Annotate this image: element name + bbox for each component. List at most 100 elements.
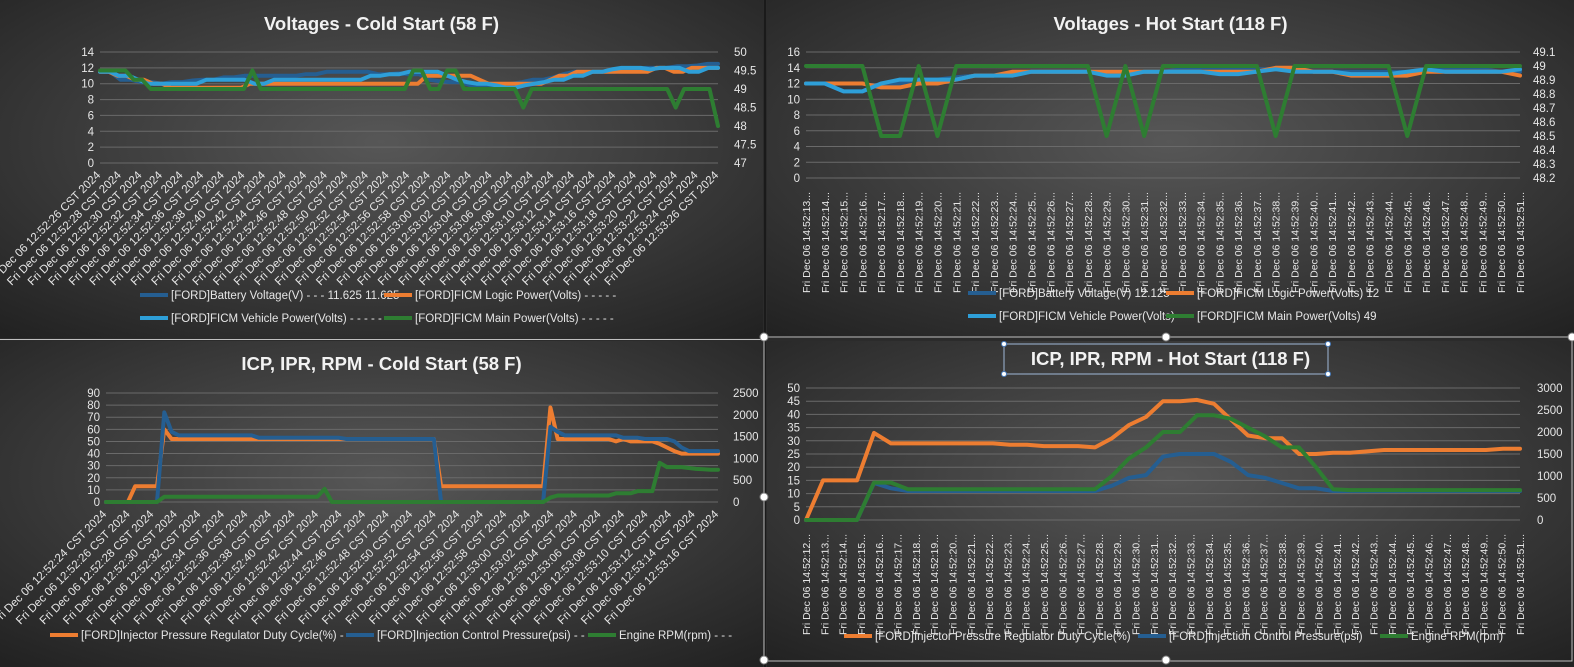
title-handle[interactable]	[1001, 371, 1007, 377]
y2-tick-label: 48	[734, 121, 747, 133]
x-tick-label: Fri Dec 06 14:52:44...	[1387, 534, 1399, 635]
x-tick-label: Fri Dec 06 14:52:17...	[893, 534, 905, 635]
x-tick-label: Fri Dec 06 14:52:25...	[1039, 534, 1051, 635]
series-line-1	[804, 397, 1522, 522]
x-tick-label: Fri Dec 06 14:52:38...	[1271, 192, 1283, 293]
legend-label: [FORD]Injector Pressure Regulator Duty C…	[81, 630, 358, 642]
legend-label: Engine RPM(rpm) - - -	[619, 630, 732, 642]
y2-tick-label: 500	[733, 475, 752, 487]
y2-tick-label: 0	[1537, 515, 1543, 527]
y-tick-label: 60	[87, 424, 100, 436]
x-tick-label: Fri Dec 06 14:52:47...	[1442, 534, 1454, 635]
y2-tick-label: 1000	[733, 453, 759, 465]
y-tick-label: 45	[787, 396, 800, 408]
x-tick-label: Fri Dec 06 14:52:39...	[1295, 534, 1307, 635]
y-tick-label: 14	[787, 63, 800, 75]
x-tick-label: Fri Dec 06 14:52:35...	[1222, 534, 1234, 635]
x-tick-label: Fri Dec 06 14:52:46...	[1423, 534, 1435, 635]
y-tick-label: 50	[87, 436, 100, 448]
y2-tick-label: 48.7	[1533, 103, 1555, 115]
y2-tick-label: 2000	[733, 410, 759, 422]
title-handle[interactable]	[1325, 341, 1331, 347]
legend-label: [FORD]Injection Control Pressure(psi)	[1169, 631, 1363, 643]
series-line-4	[804, 64, 1522, 138]
legend-label: [FORD]FICM Vehicle Power(Volts) - - - - …	[171, 313, 382, 325]
resize-handle[interactable]	[1567, 332, 1574, 342]
legend-label: [FORD]Battery Voltage(V) 12.125	[999, 288, 1170, 300]
x-tick-label: Fri Dec 06 14:52:26...	[1045, 192, 1057, 293]
resize-handle[interactable]	[759, 332, 769, 342]
x-tick-label: Fri Dec 06 14:52:33...	[1185, 534, 1197, 635]
y2-tick-label: 500	[1537, 493, 1556, 505]
resize-handle[interactable]	[1161, 655, 1171, 665]
y2-tick-label: 48.8	[1533, 89, 1555, 101]
resize-handle[interactable]	[759, 655, 769, 665]
y-tick-label: 6	[794, 126, 800, 138]
x-tick-label: Fri Dec 06 14:52:45...	[1405, 534, 1417, 635]
chart-title: ICP, IPR, RPM - Cold Start (58 F)	[241, 353, 521, 374]
y2-tick-label: 49.1	[1533, 47, 1555, 59]
legend-label: [FORD]FICM Logic Power(Volts) 12	[1197, 288, 1379, 300]
y2-tick-label: 3000	[1537, 383, 1563, 395]
y2-tick-label: 47.5	[734, 140, 756, 152]
resize-handle[interactable]	[1161, 332, 1171, 342]
x-tick-label: Fri Dec 06 14:52:42...	[1350, 534, 1362, 635]
y-tick-label: 6	[88, 110, 94, 122]
x-tick-label: Fri Dec 06 14:52:51...	[1515, 192, 1527, 293]
legend-label: [FORD]Injector Pressure Regulator Duty C…	[875, 631, 1131, 643]
title-handle[interactable]	[1325, 371, 1331, 377]
x-tick-label: Fri Dec 06 14:52:34...	[1204, 534, 1216, 635]
x-tick-label: Fri Dec 06 14:52:34...	[1196, 192, 1208, 293]
title-selection-box[interactable]	[1001, 341, 1331, 377]
y2-tick-label: 47	[734, 158, 747, 170]
x-tick-label: Fri Dec 06 14:52:31...	[1149, 534, 1161, 635]
x-tick-label: Fri Dec 06 14:52:40...	[1308, 192, 1320, 293]
x-tick-label: Fri Dec 06 14:52:18...	[895, 192, 907, 293]
y2-tick-label: 48.4	[1533, 145, 1556, 157]
x-tick-label: Fri Dec 06 14:52:32...	[1167, 534, 1179, 635]
y-tick-label: 12	[81, 63, 94, 75]
title-handle[interactable]	[1001, 341, 1007, 347]
chart-background	[0, 0, 763, 338]
x-tick-label: Fri Dec 06 14:52:36...	[1240, 534, 1252, 635]
x-tick-label: Fri Dec 06 14:52:38...	[1277, 534, 1289, 635]
y2-tick-label: 48.9	[1533, 75, 1555, 87]
x-tick-label: Fri Dec 06 14:52:14...	[820, 192, 832, 293]
y-tick-label: 8	[794, 110, 800, 122]
y-tick-label: 70	[87, 412, 100, 424]
x-tick-label: Fri Dec 06 14:52:50...	[1497, 534, 1509, 635]
chart-title: ICP, IPR, RPM - Hot Start (118 F)	[1031, 348, 1310, 369]
y-tick-label: 30	[787, 436, 800, 448]
x-tick-label: Fri Dec 06 14:52:23...	[1002, 534, 1014, 635]
legend-label: [FORD]FICM Vehicle Power(Volts) -	[999, 311, 1182, 323]
y2-tick-label: 0	[733, 497, 739, 509]
y2-tick-label: 49.5	[734, 66, 756, 78]
y-tick-label: 2	[794, 157, 800, 169]
y-tick-label: 40	[87, 449, 100, 461]
y-tick-label: 16	[787, 47, 800, 59]
y2-tick-label: 49	[1533, 61, 1546, 73]
x-tick-label: Fri Dec 06 14:52:21...	[951, 192, 963, 293]
x-tick-label: Fri Dec 06 14:52:15...	[839, 192, 851, 293]
chart-title: Voltages - Cold Start (58 F)	[264, 13, 499, 34]
x-tick-label: Fri Dec 06 14:52:20...	[933, 192, 945, 293]
y-tick-label: 8	[88, 95, 94, 107]
x-tick-label: Fri Dec 06 14:52:47...	[1440, 192, 1452, 293]
resize-handle[interactable]	[759, 492, 769, 502]
x-tick-label: Fri Dec 06 14:52:49...	[1477, 192, 1489, 293]
x-tick-label: Fri Dec 06 14:52:15...	[856, 534, 868, 635]
y-tick-label: 10	[787, 489, 800, 501]
y-tick-label: 0	[94, 497, 100, 509]
x-tick-label: Fri Dec 06 14:52:24...	[1008, 192, 1020, 293]
y-tick-label: 12	[787, 79, 800, 91]
x-tick-label: Fri Dec 06 14:52:28...	[1083, 192, 1095, 293]
y2-tick-label: 48.5	[1533, 131, 1555, 143]
chart-selection-frame[interactable]	[759, 332, 1574, 665]
x-tick-label: Fri Dec 06 14:52:39...	[1290, 192, 1302, 293]
y2-tick-label: 1500	[1537, 449, 1563, 461]
y-tick-label: 50	[787, 383, 800, 395]
x-tick-label: Fri Dec 06 14:52:41...	[1327, 192, 1339, 293]
x-tick-label: Fri Dec 06 14:52:29...	[1102, 192, 1114, 293]
